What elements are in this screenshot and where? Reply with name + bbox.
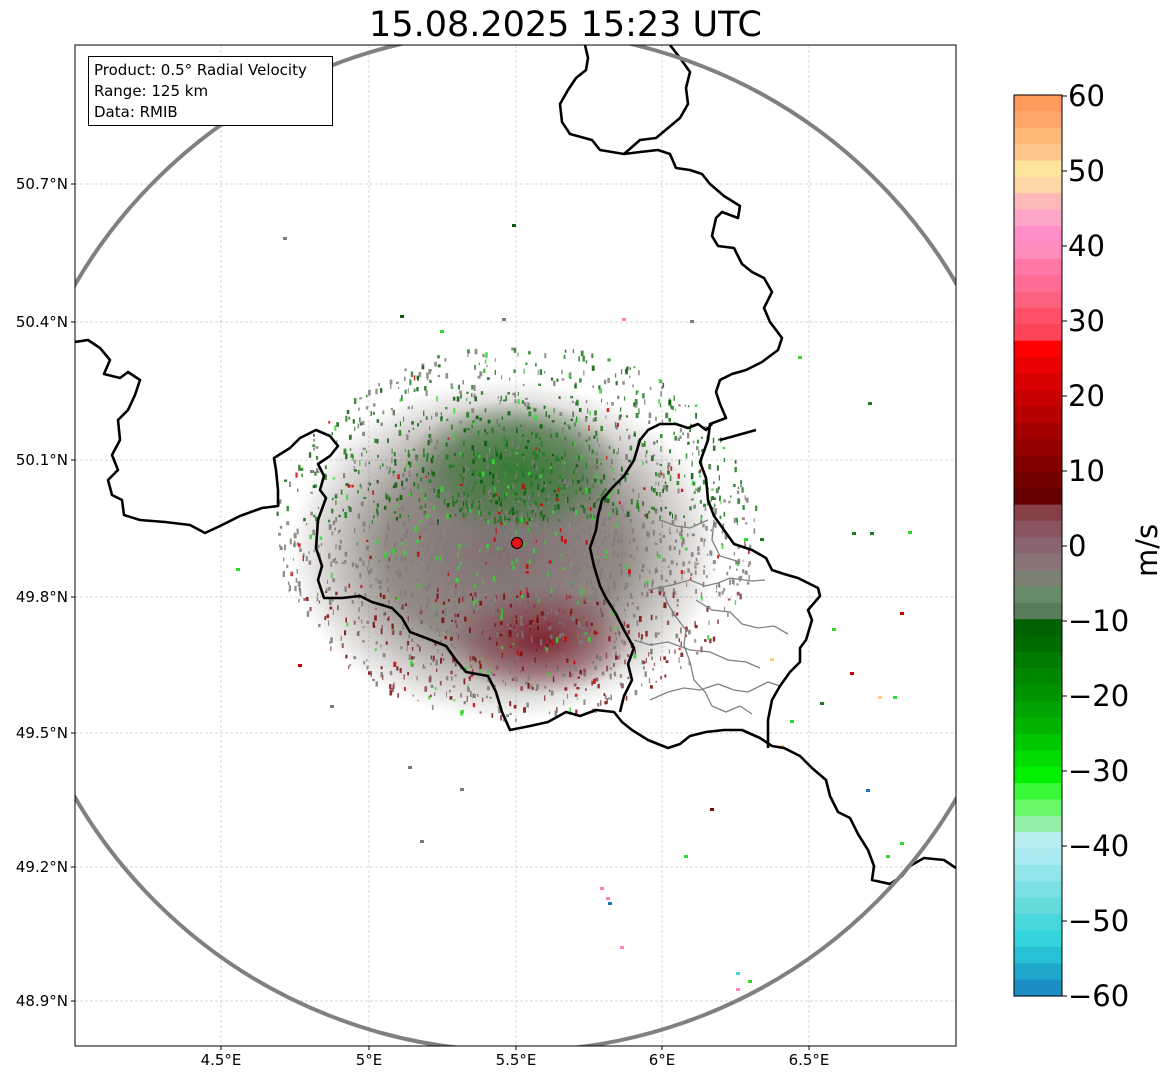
colorbar-segment [1014,537,1062,555]
colorbar-segment [1014,520,1062,538]
radar-site-marker [511,537,523,549]
colorbar-segment [1014,95,1062,112]
colorbar-segment [1014,176,1062,194]
colorbar-segment [1014,111,1062,129]
radar-echoes [236,224,912,991]
colorbar-segment [1014,357,1062,375]
colorbar-segment [1014,488,1062,506]
colorbar [1014,95,1062,997]
colorbar-segment [1014,586,1062,604]
colorbar-tick-label: −30 [1068,754,1130,788]
colorbar-segment [1014,422,1062,440]
country-borders [75,45,956,886]
colorbar-segment [1014,897,1062,915]
colorbar-segment [1014,832,1062,850]
colorbar-segment [1014,389,1062,407]
colorbar-segment [1014,471,1062,489]
colorbar-segment [1014,848,1062,866]
province-borders [633,519,789,715]
colorbar-segment [1014,815,1062,833]
colorbar-segment [1014,553,1062,571]
colorbar-segment [1014,291,1062,309]
colorbar-unit-label: m/s [1130,523,1164,577]
colorbar-tick-label: −40 [1068,829,1130,863]
colorbar-segment [1014,324,1062,342]
colorbar-segment [1014,570,1062,588]
colorbar-tick-label: 0 [1068,529,1087,563]
colorbar-segment [1014,717,1062,735]
colorbar-segment [1014,602,1062,620]
lon-tick-label: 5.5°E [495,1051,537,1069]
lat-tick-label: 49.5°N [15,724,68,742]
colorbar-ticks [1062,95,1067,997]
colorbar-segment [1014,340,1062,358]
colorbar-segment [1014,881,1062,899]
colorbar-tick-label: 30 [1068,304,1105,338]
colorbar-segment [1014,439,1062,456]
lon-tick-label: 6.5°E [788,1051,830,1069]
product-info-box: Product: 0.5° Radial Velocity Range: 125… [88,56,333,126]
map-title: 15.08.2025 15:23 UTC [369,5,762,45]
colorbar-segment [1014,766,1062,784]
colorbar-segment [1014,242,1062,260]
colorbar-segment [1014,783,1062,801]
colorbar-segment [1014,914,1062,932]
axis-ticks [71,183,810,1050]
colorbar-segment [1014,226,1062,244]
lat-tick-label: 49.8°N [15,588,68,606]
colorbar-segment [1014,864,1062,882]
lat-tick-label: 50.4°N [15,313,68,331]
data-source-label: Data: RMIB [94,103,178,121]
colorbar-tick-label: 60 [1068,79,1105,113]
colorbar-segment [1014,651,1062,669]
colorbar-segment [1014,619,1062,637]
colorbar-segment [1014,307,1062,325]
colorbar-tick-label: −10 [1068,604,1130,638]
colorbar-segment [1014,963,1062,981]
lon-tick-label: 5°E [355,1051,383,1069]
colorbar-segment [1014,504,1062,522]
colorbar-segment [1014,373,1062,391]
lat-tick-label: 50.1°N [15,451,68,469]
colorbar-segment [1014,193,1062,211]
colorbar-segment [1014,127,1062,145]
colorbar-segment [1014,668,1062,686]
lon-tick-label: 6°E [648,1051,676,1069]
product-label: Product: 0.5° Radial Velocity [94,61,307,79]
colorbar-segment [1014,144,1062,162]
range-label: Range: 125 km [94,82,209,100]
lon-tick-label: 4.5°E [200,1051,242,1069]
colorbar-segment [1014,455,1062,473]
colorbar-segment [1014,701,1062,719]
colorbar-segment [1014,799,1062,817]
colorbar-segment [1014,946,1062,964]
colorbar-segment [1014,406,1062,424]
colorbar-segment [1014,635,1062,653]
colorbar-tick-label: −20 [1068,679,1130,713]
colorbar-segment [1014,979,1062,997]
colorbar-tick-label: −50 [1068,904,1130,938]
lat-tick-label: 50.7°N [15,175,68,193]
colorbar-segment [1014,209,1062,227]
colorbar-tick-label: 20 [1068,379,1105,413]
colorbar-tick-label: 50 [1068,154,1105,188]
colorbar-segment [1014,684,1062,702]
colorbar-segment [1014,930,1062,948]
colorbar-tick-label: −60 [1068,979,1130,1013]
lat-tick-label: 49.2°N [15,858,68,876]
colorbar-segment [1014,733,1062,751]
colorbar-segment [1014,160,1062,178]
colorbar-segment [1014,750,1062,768]
lat-tick-label: 48.9°N [15,992,68,1010]
colorbar-tick-label: 10 [1068,454,1105,488]
colorbar-tick-label: 40 [1068,229,1105,263]
colorbar-segment [1014,275,1062,293]
colorbar-segment [1014,258,1062,276]
